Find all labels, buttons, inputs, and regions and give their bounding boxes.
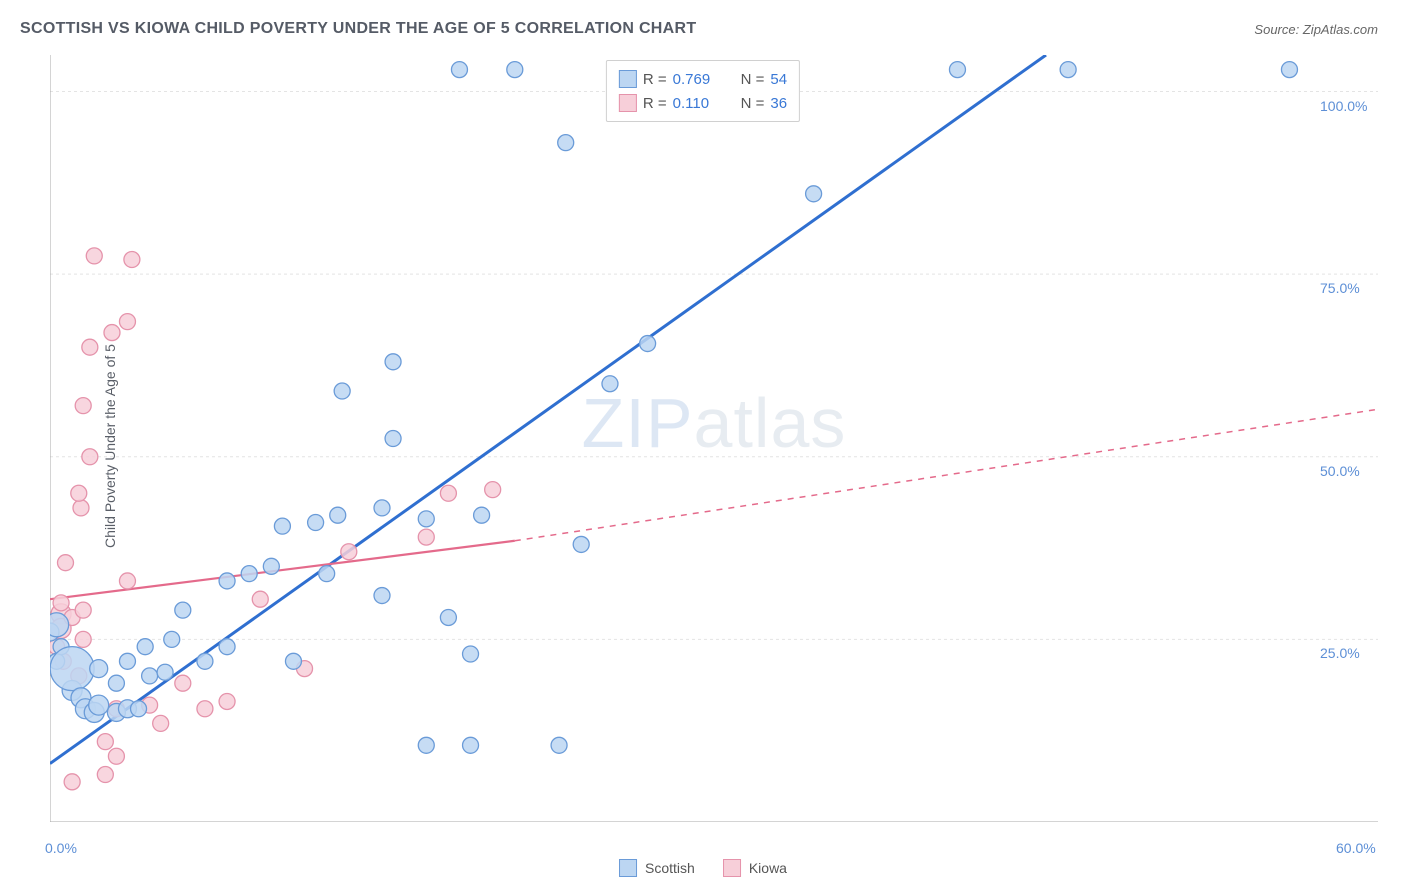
- y-tick-label: 25.0%: [1320, 645, 1360, 661]
- legend-row-scottish: R = 0.769 N = 54: [619, 67, 787, 91]
- chart-title: SCOTTISH VS KIOWA CHILD POVERTY UNDER TH…: [20, 20, 696, 38]
- r-label: R =: [643, 71, 667, 88]
- legend-label-kiowa: Kiowa: [749, 860, 787, 876]
- legend-row-kiowa: R = 0.110 N = 36: [619, 91, 787, 115]
- n-label: N =: [741, 71, 765, 88]
- legend-item-kiowa: Kiowa: [723, 859, 787, 877]
- r-value-scottish: 0.769: [673, 71, 725, 88]
- kiowa-swatch-icon: [619, 94, 637, 112]
- legend-item-scottish: Scottish: [619, 859, 695, 877]
- n-value-scottish: 54: [770, 71, 787, 88]
- y-tick-label: 50.0%: [1320, 463, 1360, 479]
- x-tick-label-max: 60.0%: [1336, 840, 1376, 856]
- source-label: Source:: [1254, 22, 1299, 37]
- legend-label-scottish: Scottish: [645, 860, 695, 876]
- x-tick-label-min: 0.0%: [45, 840, 77, 856]
- scatter-plot-svg: [50, 55, 1378, 822]
- scottish-swatch-icon: [619, 70, 637, 88]
- scottish-swatch-icon: [619, 859, 637, 877]
- series-legend: Scottish Kiowa: [619, 859, 787, 877]
- source-attribution: Source: ZipAtlas.com: [1254, 22, 1378, 37]
- n-label: N =: [741, 95, 765, 112]
- n-value-kiowa: 36: [770, 95, 787, 112]
- chart-area: ZIPatlas: [50, 55, 1378, 822]
- r-label: R =: [643, 95, 667, 112]
- source-link[interactable]: ZipAtlas.com: [1303, 22, 1378, 37]
- y-tick-label: 100.0%: [1320, 98, 1367, 114]
- y-tick-label: 75.0%: [1320, 280, 1360, 296]
- r-value-kiowa: 0.110: [673, 95, 725, 112]
- correlation-legend: R = 0.769 N = 54 R = 0.110 N = 36: [606, 60, 800, 122]
- kiowa-swatch-icon: [723, 859, 741, 877]
